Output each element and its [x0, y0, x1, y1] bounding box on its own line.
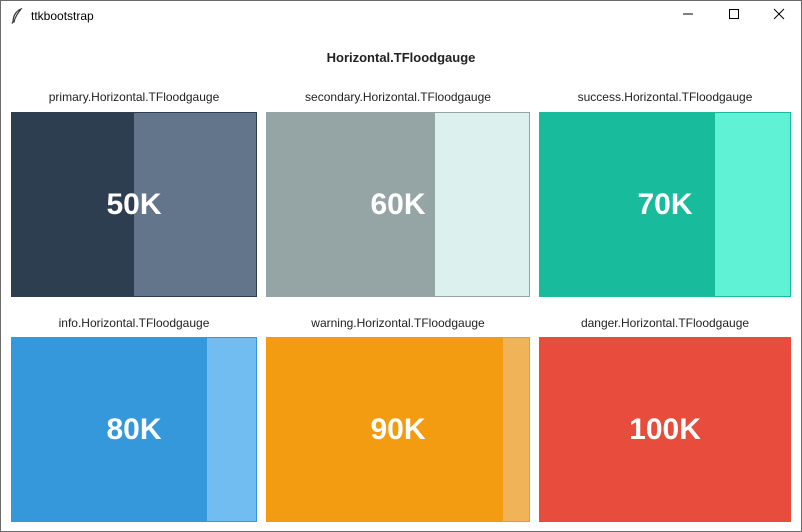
gauge-label-danger: danger.Horizontal.TFloodgauge — [580, 316, 750, 330]
maximize-button[interactable] — [711, 1, 757, 31]
gauge-label-secondary: secondary.Horizontal.TFloodgauge — [305, 90, 491, 104]
feather-icon — [10, 7, 24, 24]
gauge-value: 70K — [637, 187, 693, 221]
floodgauge-primary[interactable]: 50K — [11, 112, 257, 297]
gauge-value: 50K — [106, 187, 162, 221]
maximize-icon — [728, 7, 740, 25]
gauge-value: 100K — [629, 412, 701, 446]
page-heading: Horizontal.TFloodgauge — [326, 50, 476, 65]
gauge-fill — [267, 113, 435, 296]
minimize-button[interactable] — [665, 1, 711, 31]
minimize-icon — [682, 7, 694, 25]
floodgauge-secondary[interactable]: 60K — [266, 112, 530, 297]
window-title: ttkbootstrap — [31, 9, 94, 23]
gauge-label-success: success.Horizontal.TFloodgauge — [577, 90, 753, 104]
gauge-value: 90K — [370, 412, 426, 446]
close-icon — [773, 7, 785, 25]
gauge-label-primary: primary.Horizontal.TFloodgauge — [48, 90, 220, 104]
close-button[interactable] — [756, 1, 802, 31]
gauge-value: 60K — [370, 187, 426, 221]
gauge-fill — [267, 338, 503, 521]
gauge-value: 80K — [106, 412, 162, 446]
floodgauge-success[interactable]: 70K — [539, 112, 791, 297]
floodgauge-warning[interactable]: 90K — [266, 337, 530, 522]
gauge-fill — [12, 338, 208, 521]
gauge-fill — [12, 113, 134, 296]
gauge-label-info: info.Horizontal.TFloodgauge — [58, 316, 210, 330]
floodgauge-info[interactable]: 80K — [11, 337, 257, 522]
title-bar[interactable]: ttkbootstrap — [1, 1, 801, 31]
gauge-label-warning: warning.Horizontal.TFloodgauge — [311, 316, 485, 330]
gauge-fill — [540, 113, 715, 296]
floodgauge-danger[interactable]: 100K — [539, 337, 791, 522]
gauge-fill — [540, 338, 790, 521]
